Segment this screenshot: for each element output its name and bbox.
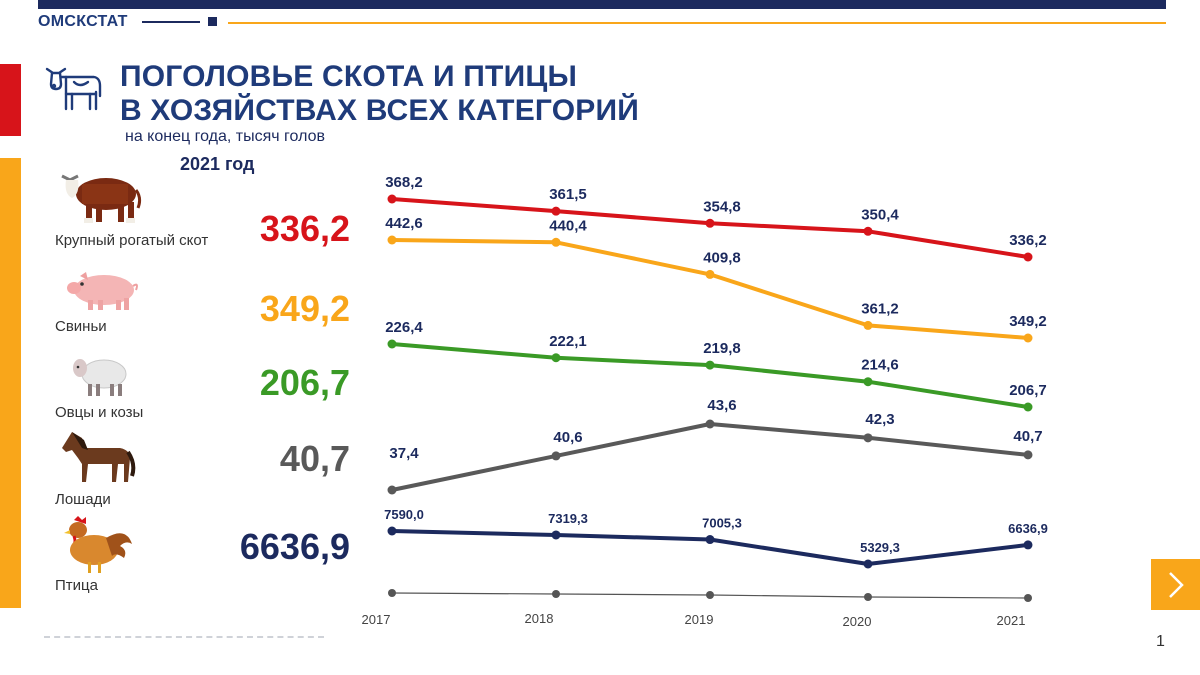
category-label-sheep: Овцы и козы <box>55 404 144 421</box>
data-label: 440,4 <box>549 217 587 234</box>
value-2021-pigs: 349,2 <box>259 288 350 329</box>
data-label: 226,4 <box>385 319 423 336</box>
data-label: 43,6 <box>707 397 736 414</box>
data-point <box>551 237 561 247</box>
series-line <box>390 422 1030 492</box>
brand-divider <box>142 21 200 23</box>
data-label: 40,6 <box>553 429 582 446</box>
rooster-icon <box>64 516 132 573</box>
horse-icon <box>62 432 136 482</box>
red-accent-bar <box>0 64 21 136</box>
x-axis-marker <box>864 593 872 601</box>
x-axis-marker <box>552 590 560 598</box>
data-point <box>705 535 715 545</box>
header-rule <box>228 22 1166 24</box>
data-label: 37,4 <box>389 445 419 462</box>
title-line-2: В ХОЗЯЙСТВАХ ВСЕХ КАТЕГОРИЙ <box>120 94 640 127</box>
data-label: 5329,3 <box>860 540 900 555</box>
cow-outline-icon <box>45 67 102 111</box>
data-point <box>1023 402 1033 412</box>
data-point <box>705 360 715 370</box>
data-label: 361,5 <box>549 186 587 203</box>
data-point <box>705 419 715 429</box>
value-2021-sheep: 206,7 <box>259 362 350 403</box>
data-point <box>387 339 397 349</box>
data-label: 354,8 <box>703 198 741 215</box>
data-label: 6636,9 <box>1008 521 1048 536</box>
data-point <box>863 377 873 387</box>
data-point <box>387 194 397 204</box>
category-label-pigs: Свиньи <box>55 318 107 335</box>
x-axis-marker <box>388 589 396 597</box>
data-point <box>387 235 397 245</box>
page-number: 1 <box>1156 633 1165 650</box>
x-tick-label: 2021 <box>997 613 1026 628</box>
pig-icon <box>67 272 138 310</box>
data-point <box>863 433 873 443</box>
x-axis-marker <box>706 591 714 599</box>
data-point <box>387 526 397 536</box>
data-label: 336,2 <box>1009 232 1047 249</box>
year-label: 2021 год <box>180 154 255 174</box>
value-2021-horses: 40,7 <box>279 438 350 479</box>
data-label: 368,2 <box>385 174 423 191</box>
data-point <box>705 218 715 228</box>
cow-icon <box>61 174 142 223</box>
data-label: 442,6 <box>385 215 423 232</box>
data-label: 214,6 <box>861 357 899 374</box>
page-title: ПОГОЛОВЬЕ СКОТА И ПТИЦЫ В ХОЗЯЙСТВАХ ВСЕ… <box>120 60 639 128</box>
x-axis-marker <box>1024 594 1032 602</box>
data-point <box>863 559 873 569</box>
data-label: 219,8 <box>703 340 741 357</box>
data-point <box>387 485 397 495</box>
chevron-right-icon <box>1168 571 1184 598</box>
data-label: 409,8 <box>703 249 741 266</box>
x-tick-label: 2017 <box>362 612 391 627</box>
top-bar <box>38 0 1166 9</box>
brand-logo-text: ОМСКСТАТ <box>38 13 128 30</box>
data-point <box>863 320 873 330</box>
data-point <box>551 206 561 216</box>
category-label-cattle: Крупный рогатый скот <box>55 232 209 249</box>
data-label: 222,1 <box>549 333 587 350</box>
data-label: 7005,3 <box>702 516 742 531</box>
data-point <box>1023 450 1033 460</box>
category-label-poultry: Птица <box>55 577 98 594</box>
data-point <box>551 451 561 461</box>
sheep-icon <box>73 359 127 396</box>
category-label-horses: Лошади <box>55 491 111 508</box>
data-point <box>863 226 873 236</box>
x-tick-label: 2018 <box>525 611 554 626</box>
data-label: 7590,0 <box>384 507 424 522</box>
data-label: 42,3 <box>865 411 894 428</box>
subtitle: на конец года, тысяч голов <box>125 128 325 145</box>
data-point <box>1023 333 1033 343</box>
data-label: 40,7 <box>1013 428 1042 445</box>
orange-accent-bar <box>0 158 21 608</box>
footer-dashed-divider <box>44 636 324 638</box>
data-point <box>551 530 561 540</box>
value-2021-cattle: 336,2 <box>259 208 350 249</box>
data-label: 350,4 <box>861 206 899 223</box>
data-point <box>705 269 715 279</box>
data-label: 361,2 <box>861 300 899 317</box>
x-tick-label: 2019 <box>685 612 714 627</box>
data-point <box>1023 252 1033 262</box>
data-point <box>551 353 561 363</box>
brand-square <box>208 17 217 26</box>
data-label: 206,7 <box>1009 382 1047 399</box>
value-2021-poultry: 6636,9 <box>239 526 350 567</box>
data-label: 349,2 <box>1009 313 1047 330</box>
data-point <box>1023 540 1033 550</box>
x-tick-label: 2020 <box>843 614 872 629</box>
data-label: 7319,3 <box>548 511 588 526</box>
title-line-1: ПОГОЛОВЬЕ СКОТА И ПТИЦЫ <box>120 60 578 93</box>
next-slide-button[interactable] <box>1151 559 1200 610</box>
